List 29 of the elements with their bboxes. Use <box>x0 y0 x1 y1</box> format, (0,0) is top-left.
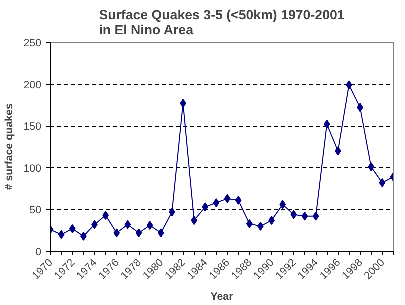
x-axis-title: Year <box>210 290 234 303</box>
point <box>124 220 132 230</box>
point <box>224 194 231 204</box>
point <box>213 198 220 208</box>
point <box>302 212 308 221</box>
y-tick-label: 50 <box>30 204 42 217</box>
y-tick-label: 150 <box>24 121 42 134</box>
point <box>191 216 198 226</box>
point <box>246 219 253 228</box>
point <box>69 224 76 234</box>
point <box>368 162 375 172</box>
y-tick-label: 0 <box>36 246 42 258</box>
point <box>146 221 154 230</box>
point <box>379 178 386 188</box>
chart-title: Surface Quakes 3-5 (<50km) 1970-2001 in El Nino Area <box>99 8 346 38</box>
y-tick-label: 200 <box>24 79 42 92</box>
point <box>58 230 65 240</box>
point <box>158 228 164 238</box>
point <box>312 212 320 221</box>
point <box>280 200 286 210</box>
y-tick-label: 100 <box>24 162 42 175</box>
y-tick-label: 250 <box>24 38 42 50</box>
point <box>235 196 242 206</box>
point <box>136 228 142 238</box>
point <box>114 228 120 238</box>
point <box>324 120 330 129</box>
point <box>290 210 298 220</box>
point <box>202 202 209 212</box>
y-axis-title: # surface quakes <box>4 104 16 190</box>
